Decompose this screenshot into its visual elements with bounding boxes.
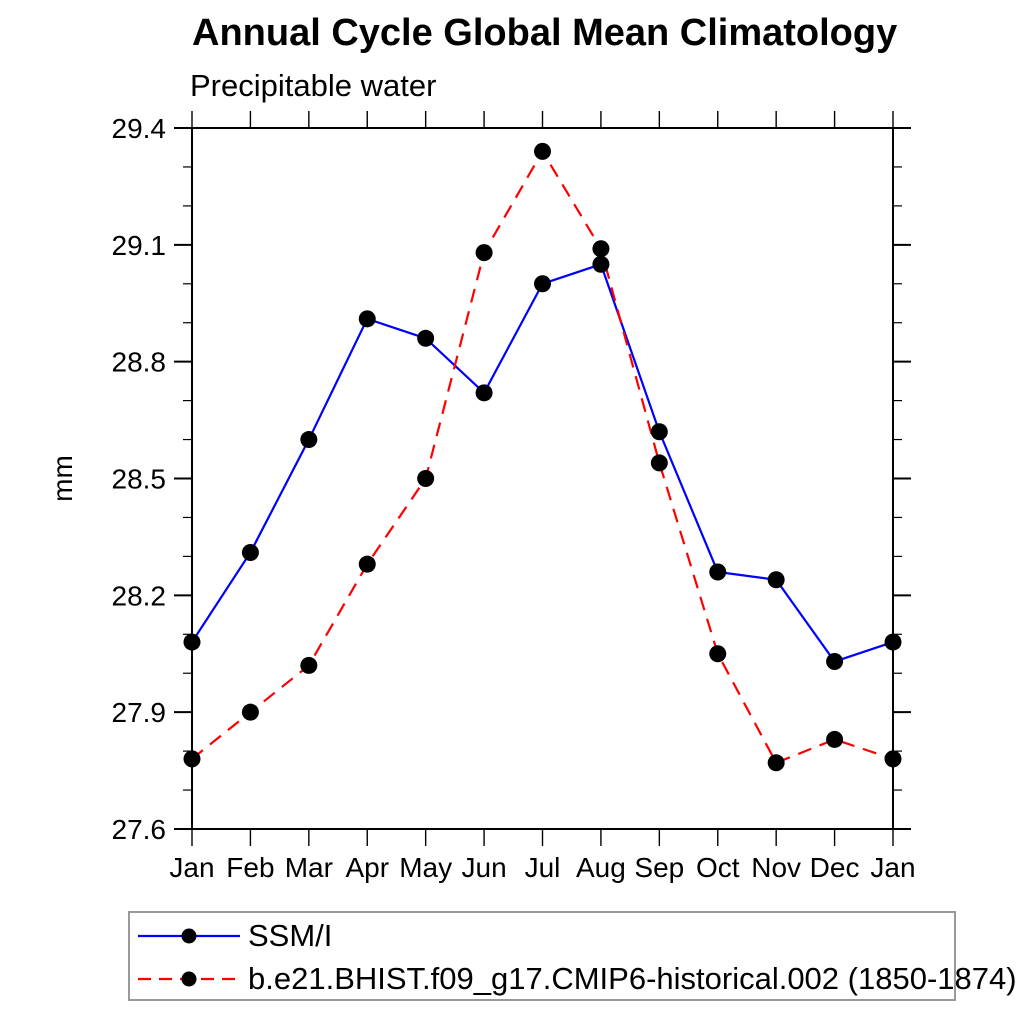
data-point-marker (650, 423, 668, 441)
data-point-marker (592, 255, 610, 273)
data-point-marker (417, 470, 435, 487)
data-point-marker (709, 645, 727, 663)
data-point-marker (417, 329, 435, 347)
x-tick-label: Aug (576, 852, 626, 883)
y-tick-label: 28.5 (112, 464, 167, 495)
data-point-marker (826, 653, 844, 671)
x-tick-label: Apr (345, 852, 389, 883)
x-tick-label: Feb (226, 852, 274, 883)
x-tick-label: Dec (810, 852, 860, 883)
y-tick-label: 27.9 (112, 697, 167, 728)
data-point-marker (358, 310, 376, 328)
data-point-marker (884, 750, 902, 768)
y-tick-label: 29.1 (112, 230, 167, 261)
series-line-model (191, 149, 894, 765)
x-tick-label: May (399, 852, 452, 883)
y-tick-label: 27.6 (112, 814, 167, 845)
data-point-marker (183, 633, 201, 651)
y-axis-title: mm (47, 455, 78, 502)
legend-box: SSM/I b.e21.BHIST.f09_g17.CMIP6-historic… (128, 911, 1017, 1001)
data-point-marker (358, 555, 376, 573)
data-point-marker (826, 730, 844, 748)
chart-title: Annual Cycle Global Mean Climatology (192, 12, 898, 54)
data-point-marker (534, 142, 551, 160)
data-point-marker (241, 703, 259, 721)
x-tick-label: Sep (634, 852, 684, 883)
legend-line-sample-solid-icon (138, 928, 240, 944)
x-tick-label: Mar (285, 852, 333, 883)
legend-label-ssmi: SSM/I (248, 918, 333, 953)
data-point-marker (767, 571, 785, 589)
x-tick-label: Jul (525, 852, 561, 883)
data-point-marker (241, 543, 259, 561)
data-point-marker (475, 384, 493, 402)
data-point-marker (475, 244, 493, 262)
legend-item-ssmi: SSM/I (134, 918, 333, 953)
x-tick-label: Jan (169, 852, 214, 883)
series-line-ssmi (191, 262, 894, 663)
y-tick-label: 29.4 (112, 113, 167, 144)
data-point-marker (183, 750, 201, 768)
data-point-marker (650, 454, 668, 472)
data-point-marker (767, 754, 785, 772)
x-tick-label: Jun (462, 852, 507, 883)
y-tick-label: 28.8 (112, 347, 167, 378)
data-point-marker (300, 656, 318, 674)
data-point-marker (534, 275, 551, 293)
legend-item-model: b.e21.BHIST.f09_g17.CMIP6-historical.002… (134, 961, 1017, 996)
x-tick-label: Oct (696, 852, 740, 883)
legend-line-sample-dashed-icon (138, 971, 240, 987)
data-point-marker (884, 633, 902, 651)
data-point-marker (709, 563, 727, 581)
data-point-marker (592, 240, 610, 258)
x-tick-label: Jan (870, 852, 915, 883)
legend-label-model: b.e21.BHIST.f09_g17.CMIP6-historical.002… (248, 961, 1017, 996)
data-point-marker (300, 431, 318, 449)
plot-frame (191, 127, 894, 830)
chart-subtitle: Precipitable water (190, 68, 437, 103)
y-tick-label: 28.2 (112, 580, 167, 611)
x-tick-label: Nov (751, 852, 801, 883)
